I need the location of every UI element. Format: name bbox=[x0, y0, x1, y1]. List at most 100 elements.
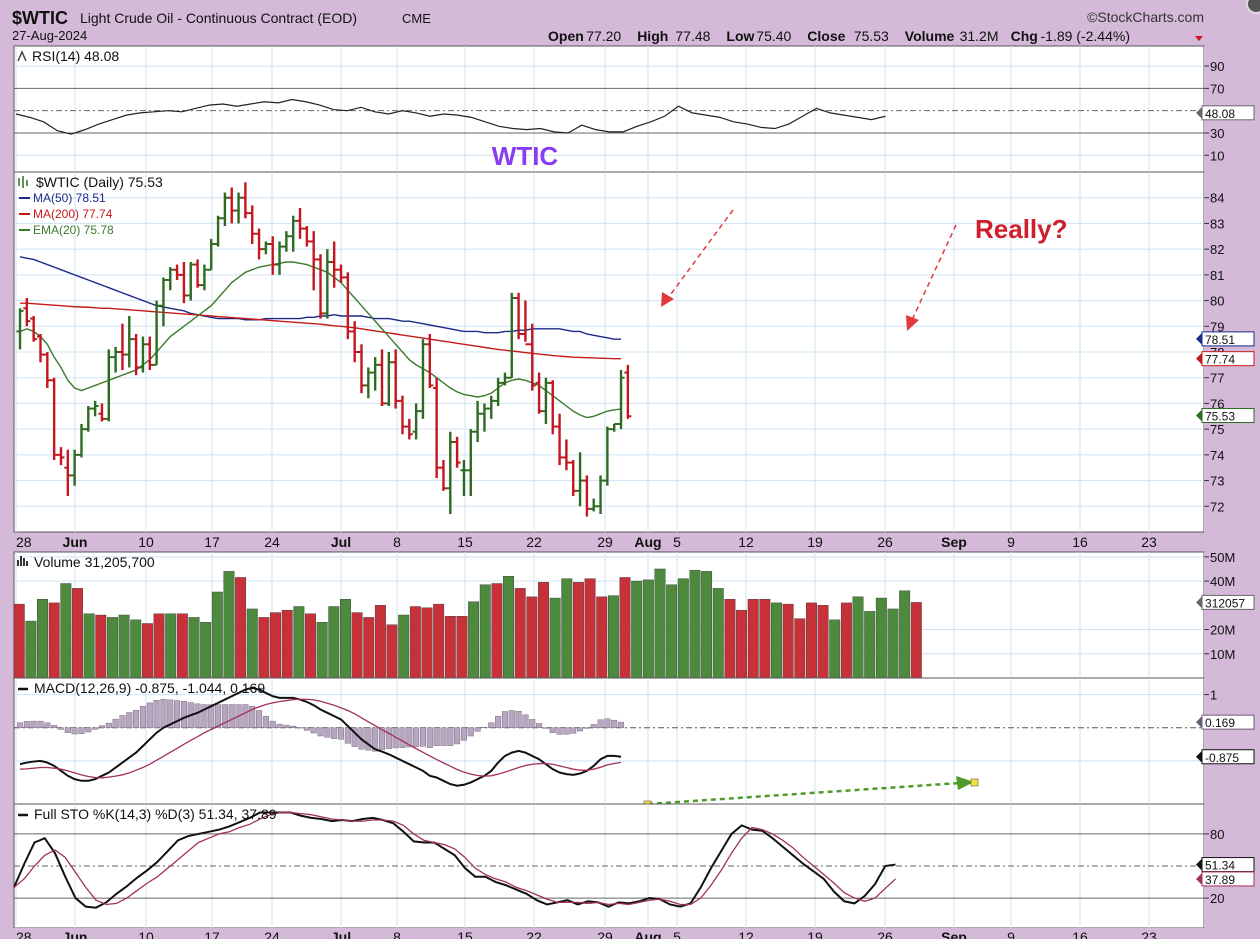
volume-bar bbox=[747, 599, 759, 679]
ohlc-bar bbox=[84, 406, 92, 432]
ohlc-bar bbox=[385, 352, 393, 406]
macd-line bbox=[19, 686, 622, 787]
ohlc-bar bbox=[57, 447, 65, 466]
date-tick-label: 26 bbox=[877, 929, 893, 939]
macd-histogram-bar bbox=[303, 727, 310, 731]
macd-histogram-bar bbox=[474, 727, 481, 732]
volume-bar bbox=[246, 608, 258, 679]
ohlc-bar bbox=[549, 380, 557, 435]
macd-histogram-bar bbox=[242, 704, 249, 728]
ohlc-bar bbox=[344, 272, 352, 340]
macd-histogram-bar bbox=[160, 699, 167, 728]
value-badge: 48.08 bbox=[1205, 107, 1235, 121]
ohlc-bar bbox=[139, 336, 147, 373]
volume-bar bbox=[200, 622, 212, 679]
macd-histogram-bar bbox=[105, 722, 112, 728]
ohlc-bar bbox=[187, 262, 195, 301]
macd-histogram-bar bbox=[256, 710, 263, 728]
ohlc-bar bbox=[542, 377, 550, 424]
date-tick-label: 16 bbox=[1072, 929, 1088, 939]
legend-entry: MA(50) 78.51 bbox=[33, 191, 106, 205]
volume-bar bbox=[701, 571, 713, 679]
volume-bar bbox=[223, 571, 235, 679]
axis-tick-label: 50M bbox=[1210, 550, 1235, 565]
date-tick-label: 15 bbox=[457, 534, 473, 550]
axis-tick-label: 74 bbox=[1210, 448, 1224, 463]
macd-histogram-bar bbox=[37, 720, 44, 728]
ohlc-bar bbox=[132, 334, 140, 376]
volume-bar bbox=[794, 618, 806, 679]
ohlc-bar bbox=[23, 298, 31, 327]
date-tick-label: Sep bbox=[941, 929, 967, 939]
macd-histogram-bar bbox=[447, 727, 454, 746]
macd-histogram-bar bbox=[338, 727, 345, 740]
volume-bar bbox=[83, 613, 95, 679]
value-badge: -0.875 bbox=[1205, 751, 1239, 765]
stat-label: High bbox=[637, 28, 668, 44]
ohlc-bar bbox=[398, 395, 406, 435]
volume-bar bbox=[724, 599, 736, 679]
volume-bar bbox=[374, 605, 386, 679]
date-tick-label: 10 bbox=[138, 534, 154, 550]
exchange-text: CME bbox=[402, 11, 431, 26]
ohlc-bar bbox=[71, 449, 79, 486]
macd-title: MACD(12,26,9) -0.875, -1.044, 0.169 bbox=[34, 680, 265, 696]
macd-panel: 1 0.169 -0.875 MACD(12,26,9) -0.875, -1.044… bbox=[13, 677, 1260, 809]
axis-tick-label: 10 bbox=[1210, 148, 1224, 163]
date-tick-label: 29 bbox=[597, 534, 613, 550]
macd-histogram-bar bbox=[228, 704, 235, 728]
ohlc-bar bbox=[569, 460, 577, 496]
ohlc-bar bbox=[16, 308, 24, 350]
volume-bar bbox=[25, 620, 37, 679]
volume-bar bbox=[13, 603, 25, 679]
date-tick-label: 9 bbox=[1007, 929, 1015, 939]
volume-bar bbox=[433, 603, 445, 679]
close-icon[interactable] bbox=[1246, 0, 1260, 14]
date-tick-label: 5 bbox=[673, 929, 681, 939]
volume-bar bbox=[782, 603, 794, 679]
volume-bar bbox=[829, 619, 841, 679]
volume-bar bbox=[130, 619, 142, 679]
macd-histogram-bar bbox=[146, 702, 153, 728]
macd-histogram-bar bbox=[78, 727, 85, 734]
ohlc-bar bbox=[617, 370, 625, 430]
date-tick-label: 10 bbox=[138, 929, 154, 939]
ohlc-bar bbox=[43, 352, 51, 388]
ohlc-bar bbox=[262, 241, 270, 255]
volume-bar bbox=[771, 602, 782, 679]
ohlc-bar bbox=[556, 413, 564, 466]
ohlc-bar bbox=[317, 254, 325, 319]
stochastic-line bbox=[13, 811, 896, 909]
date-tick-label: 16 bbox=[1072, 534, 1088, 550]
macd-histogram-bar bbox=[522, 714, 529, 728]
date-tick-label: 8 bbox=[393, 534, 401, 550]
stat-value: 77.48 bbox=[675, 28, 710, 44]
volume-bar bbox=[607, 595, 619, 679]
macd-histogram-bar bbox=[467, 727, 474, 737]
stat-value: 75.40 bbox=[756, 28, 791, 44]
ohlc-bar bbox=[50, 377, 58, 460]
legend-entry: EMA(20) 75.78 bbox=[33, 223, 114, 237]
macd-histogram-bar bbox=[577, 727, 584, 732]
volume-bar bbox=[549, 597, 561, 679]
value-badge: 312057 bbox=[1205, 596, 1245, 610]
ohlc-bar bbox=[91, 400, 99, 417]
ohlc-bar bbox=[146, 336, 154, 370]
volume-bar bbox=[340, 599, 351, 679]
ohlc-bar bbox=[426, 334, 434, 388]
macd-panel-bg bbox=[13, 677, 1205, 805]
macd-histogram-bar bbox=[536, 723, 543, 728]
ohlc-bar bbox=[200, 264, 208, 291]
stat-label: Volume bbox=[905, 28, 955, 44]
volume-bar bbox=[759, 599, 771, 679]
ohlc-bar bbox=[433, 377, 441, 478]
badge-pointer-icon bbox=[1196, 409, 1202, 422]
stat-label: Chg bbox=[1011, 28, 1038, 44]
ohlc-bar bbox=[228, 187, 236, 224]
price-panel: 72737475767778798081828384$WTIC (Daily) … bbox=[13, 171, 1260, 533]
date-tick-label: 5 bbox=[673, 534, 681, 550]
volume-bar bbox=[176, 613, 188, 679]
macd-histogram-bar bbox=[71, 727, 78, 735]
volume-bar bbox=[631, 580, 643, 679]
value-badge: 37.89 bbox=[1205, 873, 1235, 887]
